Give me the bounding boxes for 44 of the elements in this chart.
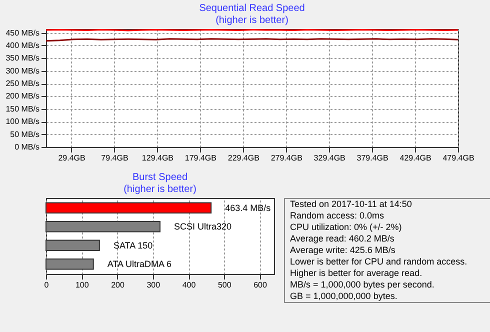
text: Random access: 0.0ms <box>290 210 385 220</box>
y-tick-label: 250 MB/s <box>6 79 40 88</box>
x-tick-label: 129.4GB <box>142 154 174 162</box>
y-tick-label: 300 MB/s <box>6 66 40 76</box>
x-tick-label: 300 <box>146 280 161 290</box>
x-tick-label: 400 <box>182 280 196 290</box>
y-tick-label: 350 MB/s <box>6 54 40 63</box>
x-tick-label: 200 <box>111 280 125 290</box>
text: Average read: 460.2 MB/s <box>290 233 395 244</box>
x-tick-label: 429.4GB <box>400 154 432 162</box>
text: GB = 1,000,000,000 bytes. <box>290 291 398 302</box>
x-tick-label: 279.4GB <box>270 154 302 162</box>
text: MB/s = 1,000,000 bytes per second. <box>290 280 434 290</box>
x-tick-label: 500 <box>218 280 232 290</box>
y-tick-label: 200 MB/s <box>6 92 40 101</box>
chart-subtitle: (higher is better) <box>216 14 288 26</box>
chart-title: Sequential Read Speed <box>199 2 305 14</box>
x-tick-label: 600 <box>254 280 268 290</box>
x-tick-label: 229.4GB <box>228 154 260 162</box>
text: Higher is better for average read. <box>290 268 422 278</box>
data-label: 463.4 MB/s <box>225 202 272 213</box>
x-tick-label: 329.4GB <box>314 154 346 162</box>
x-tick-label: 0 <box>44 280 50 290</box>
y-tick-label: SCSI Ultra320 <box>174 222 232 232</box>
x-tick-label: 379.4GB <box>356 154 388 162</box>
y-tick-label: ATA UltraDMA 6 <box>107 259 172 270</box>
y-tick-label: 50 MB/s <box>10 130 40 139</box>
chart-subtitle: (higher is better) <box>124 184 196 195</box>
text: CPU utilization: 0% (+/- 2%) <box>290 222 402 232</box>
x-tick-label: 179.4GB <box>184 154 216 162</box>
y-tick-label: 400 MB/s <box>6 40 40 50</box>
y-tick-label: SATA 150 <box>113 240 153 250</box>
text: Average write: 425.6 MB/s <box>290 245 396 255</box>
text: Tested on 2017-10-11 at 14:50 <box>290 198 412 209</box>
y-tick-label: 450 MB/s <box>6 28 40 38</box>
y-tick-label: 0 MB/s <box>14 142 40 152</box>
x-tick-label: 79.4GB <box>101 154 128 162</box>
y-tick-label: 100 MB/s <box>6 117 40 126</box>
x-tick-label: 479.4GB <box>442 154 474 162</box>
x-tick-label: 100 <box>75 280 90 290</box>
chart-title: Burst Speed <box>132 172 188 183</box>
text: Lower is better for CPU and random access. <box>290 256 468 267</box>
x-tick-label: 29.4GB <box>58 154 86 162</box>
y-tick-label: 150 MB/s <box>6 104 40 114</box>
